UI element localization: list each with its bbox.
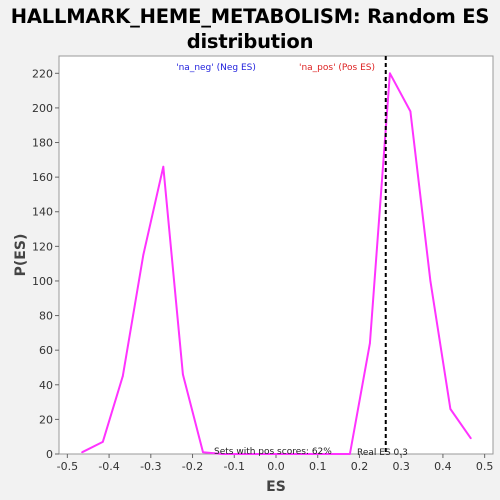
data-point (182, 373, 184, 376)
y-tick-label: 80 (39, 310, 53, 323)
data-point (142, 254, 145, 256)
plot-area (58, 55, 494, 455)
x-tick-label: 0.1 (309, 460, 327, 473)
data-point (449, 408, 452, 410)
y-tick-label: 200 (32, 102, 53, 115)
y-axis-label: P(ES) (13, 234, 29, 277)
x-tick-label: 0.2 (351, 460, 369, 473)
data-point (409, 110, 412, 113)
x-tick-label: 0.3 (392, 460, 410, 473)
legend-neg: 'na_neg' (Neg ES) (176, 63, 256, 73)
x-tick-label: -0.5 (57, 460, 78, 473)
data-point (202, 451, 204, 454)
data-point (349, 453, 351, 455)
x-tick-label: 0.0 (267, 460, 285, 473)
data-point (102, 441, 104, 443)
y-tick-label: 60 (39, 344, 53, 357)
legend-pos: 'na_pos' (Pos ES) (299, 63, 375, 73)
y-tick-label: 220 (32, 67, 53, 80)
y-tick-label: 140 (32, 206, 53, 219)
y-tick-label: 180 (32, 137, 53, 150)
axis-ticks: -0.5 -0.4 -0.3 -0.2 -0.1 0.0 0.1 0.2 0.3 0.4 0.5 0 2… (32, 67, 493, 473)
data-point (429, 280, 432, 282)
pos-scores-annotation: Sets with pos scores: 62% (214, 447, 332, 457)
data-point (221, 453, 224, 455)
y-tick-label: 0 (46, 448, 53, 461)
x-tick-label: -0.3 (140, 460, 161, 473)
y-tick-label: 20 (39, 413, 53, 426)
data-point (369, 342, 371, 345)
data-point (470, 437, 472, 440)
x-tick-label: -0.1 (224, 460, 245, 473)
y-tick-label: 160 (32, 171, 53, 184)
chart-title: HALLMARK_HEME_METABOLISM: Random ES dist… (10, 5, 490, 53)
data-point (81, 451, 83, 454)
y-tick-label: 120 (32, 240, 53, 253)
y-tick-label: 100 (32, 275, 53, 288)
x-tick-label: 0.4 (434, 460, 452, 473)
data-point (122, 375, 124, 377)
real-es-label: Real ES 0.3 (357, 448, 408, 458)
x-tick-label: 0.5 (476, 460, 494, 473)
y-tick-label: 40 (39, 379, 53, 392)
data-point (162, 165, 165, 168)
x-tick-label: -0.2 (182, 460, 203, 473)
series-layer (81, 72, 472, 455)
data-point (389, 72, 391, 75)
x-tick-label: -0.4 (98, 460, 119, 473)
x-axis-label: ES (266, 479, 286, 495)
